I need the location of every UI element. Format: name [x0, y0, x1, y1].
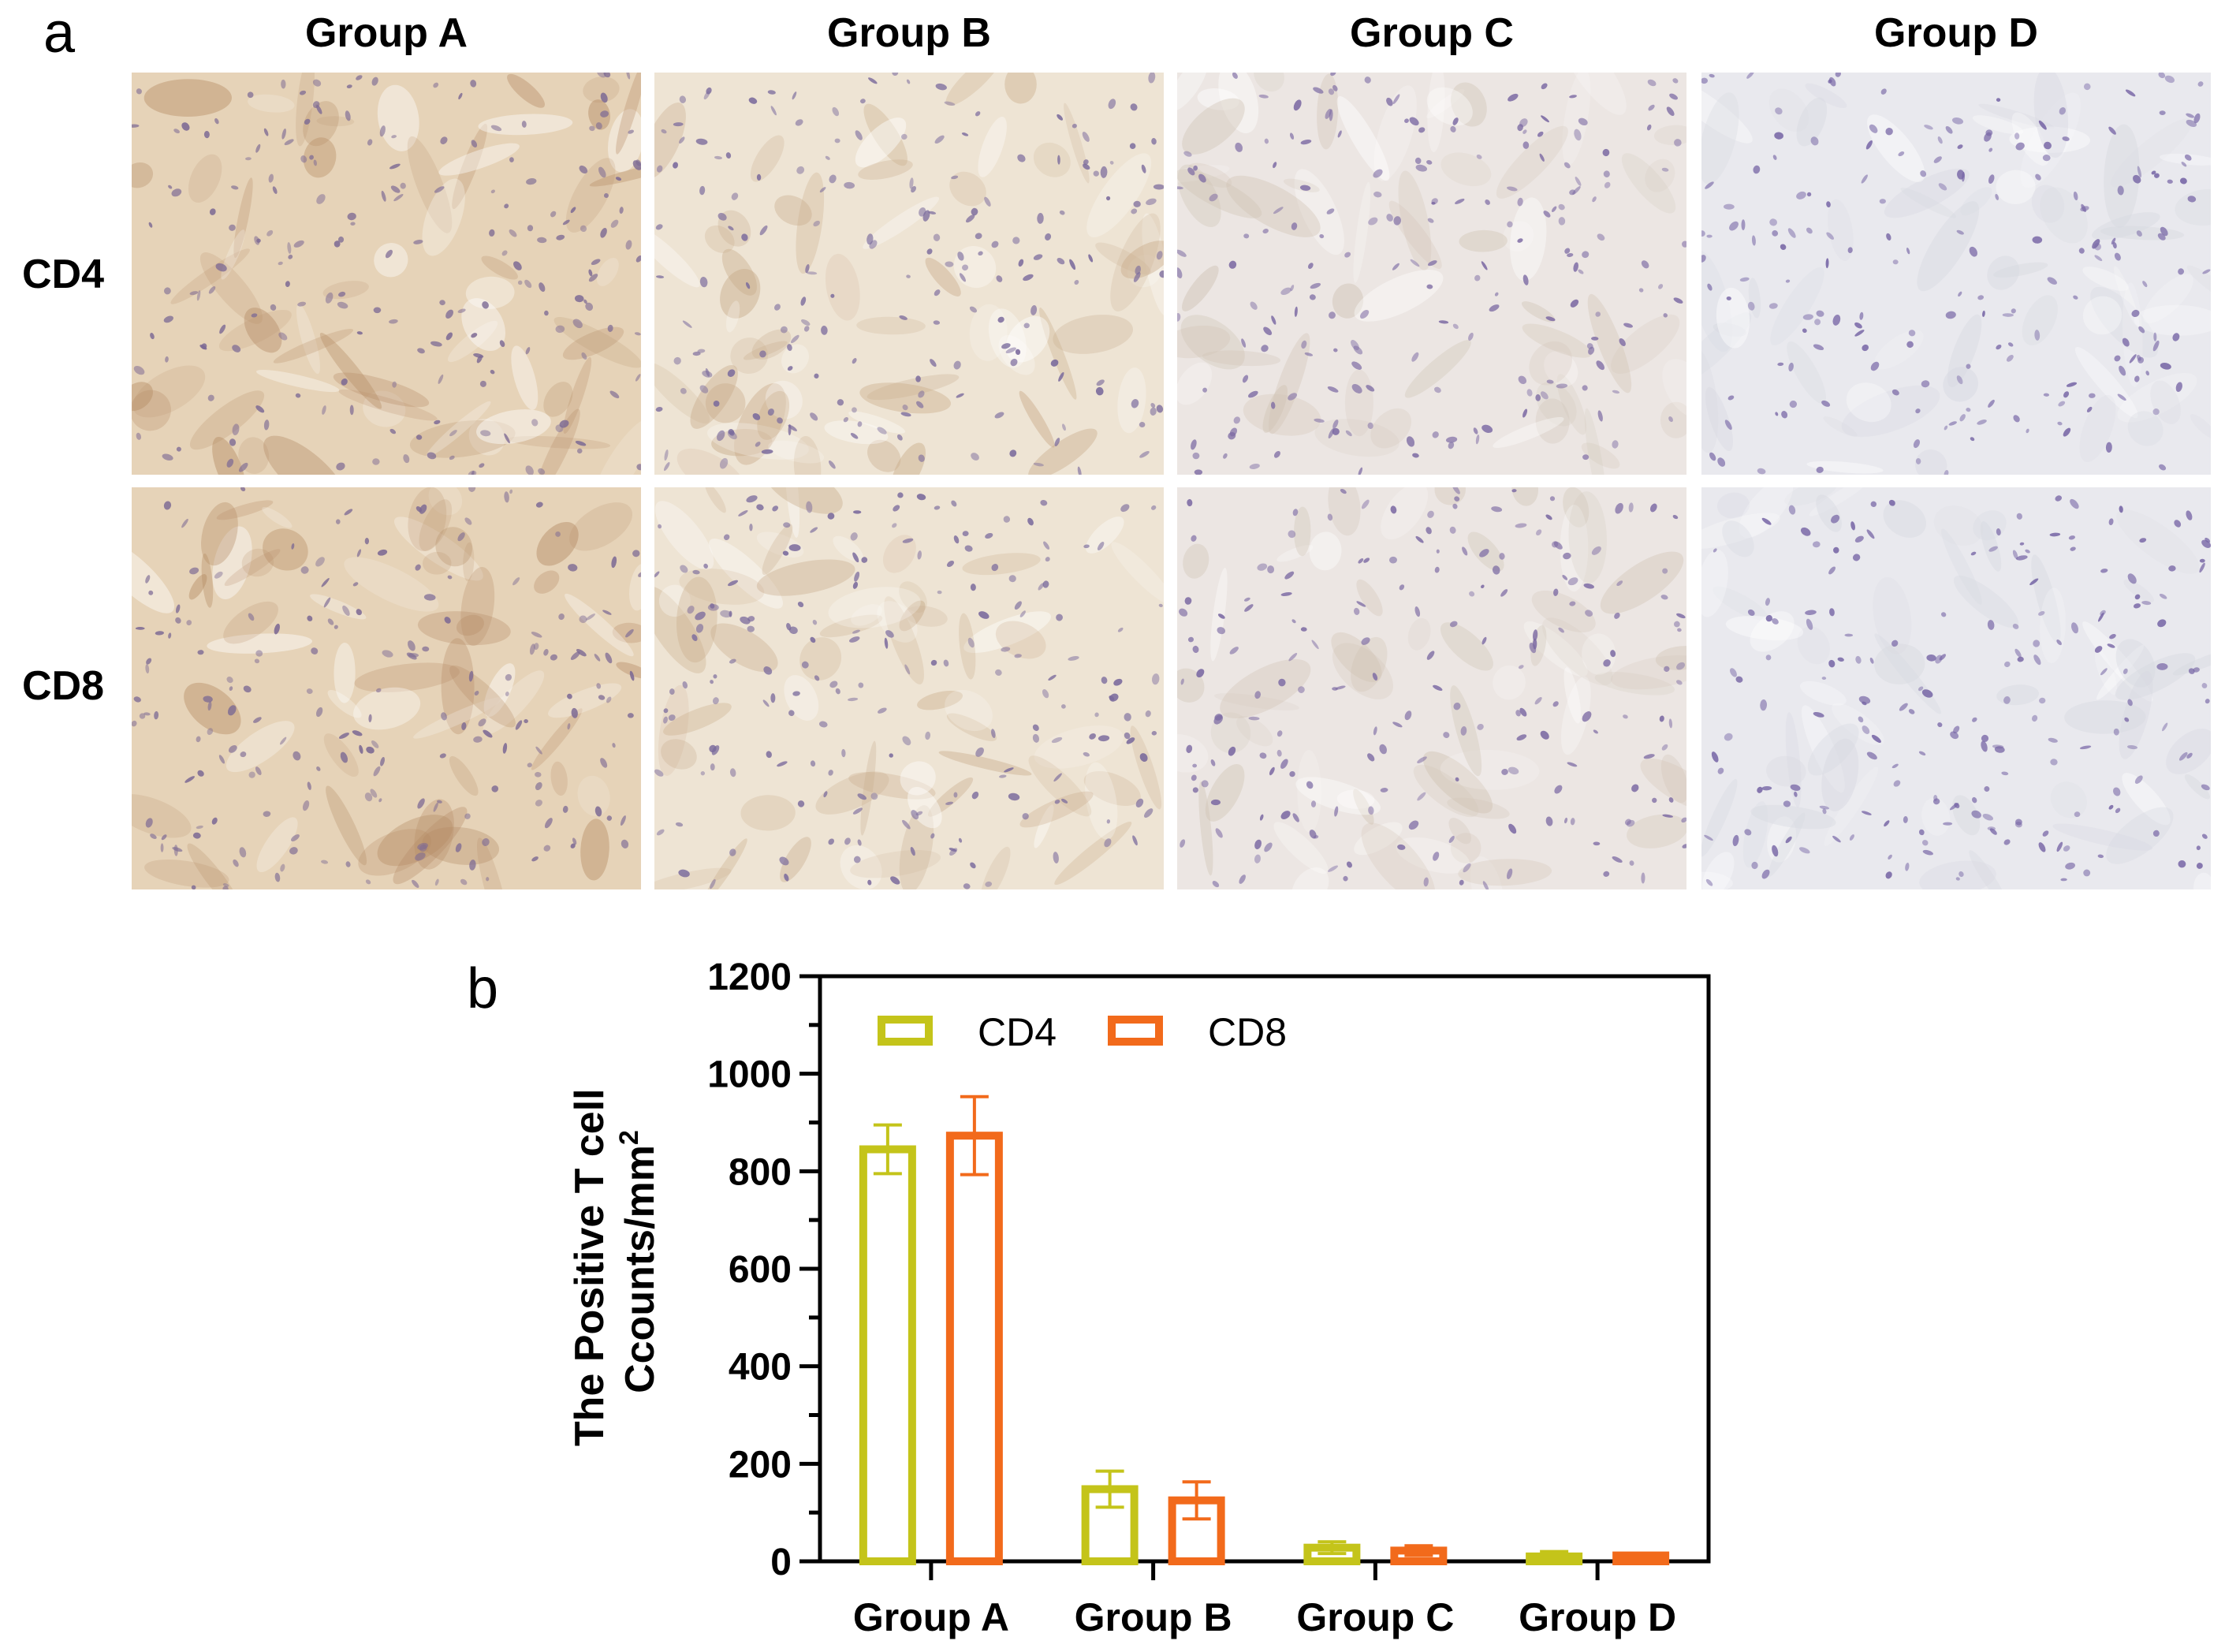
y-tick-label: 0: [770, 1542, 792, 1583]
legend-swatch-cd4: [878, 1016, 933, 1046]
row-header-cd8: CD8: [21, 663, 105, 709]
micrograph-cd4-group-c: [1177, 73, 1686, 475]
micrograph-texture: [1701, 487, 2211, 889]
y-tick-label: 400: [729, 1347, 792, 1389]
micrograph-cd8-group-c: [1177, 487, 1686, 889]
y-tick-label: 600: [729, 1249, 792, 1291]
micrograph-cd8-group-b: [654, 487, 1164, 889]
x-tick-label: Group C: [1296, 1595, 1454, 1639]
column-header-group-b: Group B: [827, 10, 991, 56]
y-tick-label: 1000: [707, 1054, 792, 1096]
legend-label-cd4: CD4: [978, 1010, 1057, 1054]
micrograph-texture: [132, 487, 641, 889]
x-tick-label: Group A: [853, 1595, 1009, 1639]
row-header-cd4: CD4: [21, 252, 105, 297]
micrograph-texture: [132, 73, 641, 475]
legend-label-cd8: CD8: [1208, 1010, 1287, 1054]
panel-b-letter: b: [467, 957, 498, 1020]
x-tick-label: Group D: [1519, 1595, 1676, 1639]
y-axis-label: The Positive T cell Ccounts/mm2: [567, 1077, 663, 1446]
micrograph-cd4-group-a: [132, 73, 641, 475]
micrograph-texture: [654, 73, 1164, 475]
column-header-group-d: Group D: [1874, 10, 2038, 56]
y-axis-label-superscript: 2: [614, 1130, 644, 1145]
bar-cd4: [859, 1145, 916, 1565]
y-axis-label-line2: Ccounts/mm: [617, 1145, 663, 1393]
y-tick-label: 200: [729, 1444, 792, 1486]
plot-area: 0 200 400 600 800 1000 1200 Group A Group B Group…: [707, 957, 1711, 1639]
micrograph-cd4-group-b: [654, 73, 1164, 475]
micrograph-texture: [1177, 73, 1686, 475]
legend-swatch-cd8: [1108, 1016, 1163, 1046]
micrograph-cd8-group-a: [132, 487, 641, 889]
y-tick-label: 1200: [707, 957, 792, 998]
micrograph-texture: [1701, 73, 2211, 475]
micrograph-cd8-group-d: [1701, 487, 2211, 889]
y-axis-label-line1: The Positive T cell: [567, 1088, 613, 1446]
column-header-group-a: Group A: [304, 10, 468, 56]
x-tick-label: Group B: [1075, 1595, 1232, 1639]
micrograph-texture: [1177, 487, 1686, 889]
micrograph-cd4-group-d: [1701, 73, 2211, 475]
bar-chart: b The Positive T cell Ccounts/mm2 0 200 40…: [467, 957, 1711, 1639]
column-header-group-c: Group C: [1350, 10, 1514, 56]
bar-cd8: [945, 1132, 1003, 1565]
y-tick-label: 800: [729, 1151, 792, 1193]
panel-a-letter: a: [43, 2, 76, 65]
micrograph-texture: [654, 487, 1164, 889]
